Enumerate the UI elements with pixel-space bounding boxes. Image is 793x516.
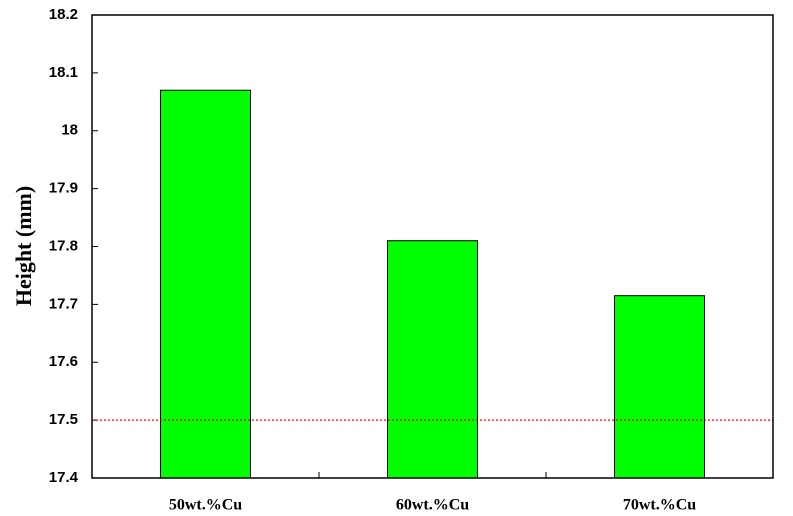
y-tick-label: 17.5: [49, 411, 78, 428]
plot-frame: [91, 14, 774, 479]
y-tick-label: 17.4: [49, 469, 79, 486]
y-tick-label: 18.1: [49, 64, 78, 81]
x-tick-label: 70wt.%Cu: [623, 497, 696, 514]
y-tick-label: 18: [61, 122, 78, 139]
bar: [614, 295, 705, 479]
y-tick-label: 17.6: [49, 353, 78, 370]
y-tick-label: 18.2: [49, 6, 78, 23]
bar: [160, 89, 251, 479]
y-tick-label: 17.9: [49, 180, 78, 197]
y-tick-label: 17.8: [49, 237, 78, 254]
bar: [387, 240, 478, 479]
x-tick-label: 60wt.%Cu: [396, 497, 469, 514]
y-tick-label: 17.7: [49, 295, 78, 312]
y-axis-label: Height (mm): [11, 186, 36, 306]
x-tick-label: 50wt.%Cu: [169, 497, 242, 514]
